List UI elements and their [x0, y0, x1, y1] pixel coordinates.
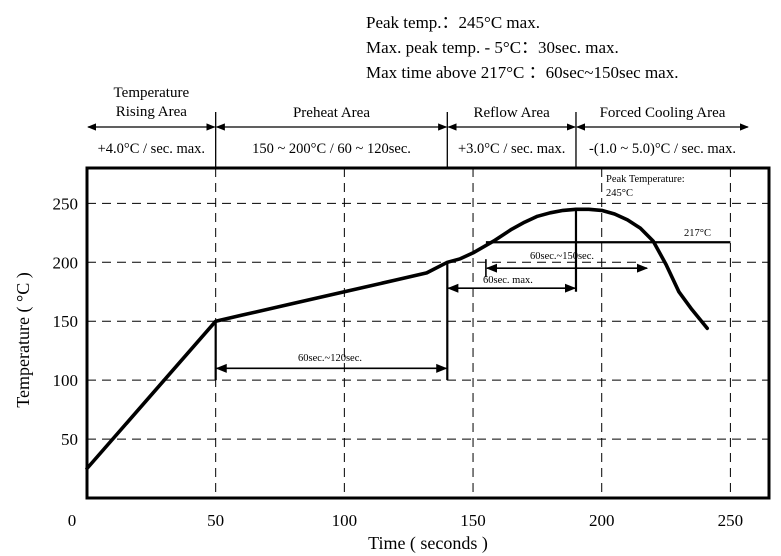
- y-tick-label: 150: [53, 312, 79, 331]
- axis-ticks: 0 50 100 150 200 250 50 100 150 200 250: [53, 194, 744, 530]
- x-tick-label: 200: [589, 511, 615, 530]
- y-tick-label: 50: [61, 430, 78, 449]
- peak-temp-label-line1: Peak Temperature:: [606, 174, 685, 185]
- zone-title: Preheat Area: [293, 105, 370, 121]
- above-liquidus-label: 60sec.~150sec.: [530, 251, 594, 262]
- zone-title: Temperature: [114, 85, 190, 101]
- x-tick-label: 50: [207, 511, 224, 530]
- series-group: [85, 207, 710, 471]
- y-tick-label: 100: [53, 371, 79, 390]
- note-peak-temp: Peak temp.：245°C max.: [366, 13, 540, 32]
- near-peak-label: 60sec. max.: [483, 275, 533, 286]
- x-tick-label: 250: [718, 511, 744, 530]
- plot-area: [85, 166, 771, 500]
- zone-title: Forced Cooling Area: [600, 105, 726, 121]
- plot-annotations: Peak Temperature: 245°C 217°C 60sec.~150…: [298, 174, 711, 364]
- x-tick-label: 100: [332, 511, 358, 530]
- note-time-above-liquidus: Max time above 217°C ：60sec~150sec max.: [366, 63, 678, 82]
- zone-rate: -(1.0 ~ 5.0)°C / sec. max.: [589, 141, 736, 157]
- x-tick-label: 150: [460, 511, 486, 530]
- reflow-profile-line: [85, 207, 710, 471]
- zone-header: Temperature Rising Area +4.0°C / sec. max.…: [87, 85, 749, 168]
- zone-title: Rising Area: [116, 104, 188, 120]
- liquidus-label: 217°C: [684, 228, 711, 239]
- note-peak-time: Max. peak temp. - 5°C：30sec. max.: [366, 38, 619, 57]
- x-axis-title: Time ( seconds ): [368, 533, 488, 554]
- zone-rate: +3.0°C / sec. max.: [458, 141, 565, 157]
- preheat-duration-label: 60sec.~120sec.: [298, 353, 362, 364]
- y-tick-label: 250: [53, 194, 79, 213]
- zone-rate: 150 ~ 200°C / 60 ~ 120sec.: [252, 141, 411, 157]
- grid-lines: [87, 168, 769, 498]
- spec-notes: Peak temp.：245°C max. Max. peak temp. - …: [366, 13, 678, 82]
- plot-frame: [85, 166, 771, 500]
- reference-lines: [214, 209, 731, 381]
- y-axis-title: Temperature ( °C ): [13, 272, 34, 407]
- y-tick-label: 200: [53, 253, 79, 272]
- peak-temp-label-line2: 245°C: [606, 188, 633, 199]
- x-tick-label: 0: [68, 511, 77, 530]
- zone-rate: +4.0°C / sec. max.: [98, 141, 205, 157]
- zone-title: Reflow Area: [474, 105, 551, 121]
